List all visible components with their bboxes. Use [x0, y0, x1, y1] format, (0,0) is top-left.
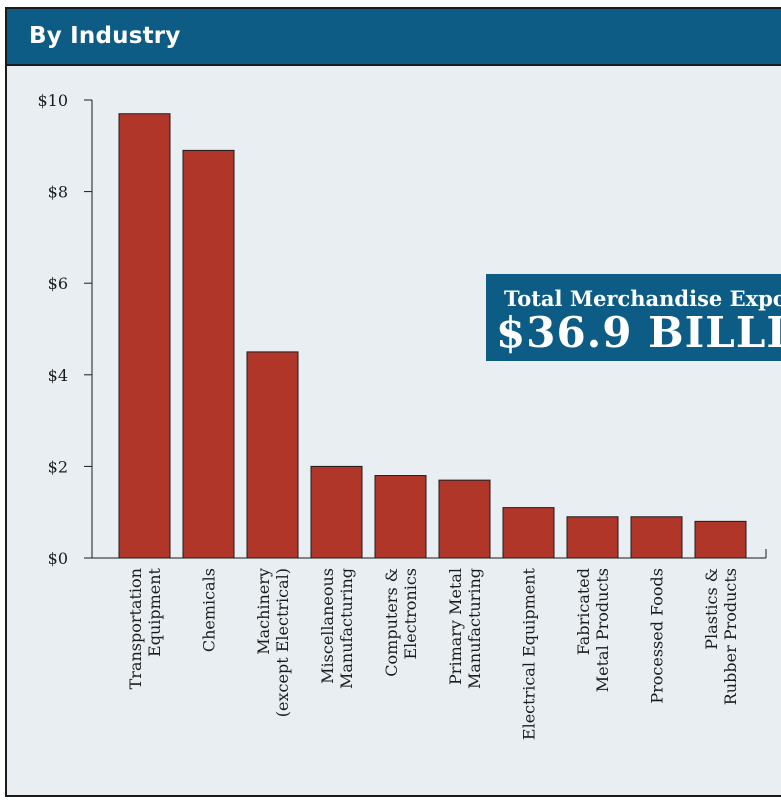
y-tick-label: $4	[48, 366, 68, 385]
y-tick-label: $6	[48, 274, 68, 293]
bar-4	[310, 465, 363, 559]
category-label-line: Electronics	[401, 568, 420, 660]
bar-1	[118, 113, 171, 559]
category-label-line: Manufacturing	[465, 568, 484, 689]
category-label-7: Electrical Equipment	[520, 567, 539, 740]
category-label-line: Rubber Products	[721, 568, 740, 705]
category-label-5: Computers & Electronics	[382, 568, 420, 677]
category-label-line: Chemicals	[200, 568, 219, 652]
panel-title: By Industry	[29, 23, 181, 49]
category-label-9: Processed Foods	[648, 568, 667, 704]
category-label-8: Fabricated Metal Products	[574, 568, 612, 692]
y-tick-label: $2	[48, 457, 68, 476]
category-label-line: Electrical Equipment	[520, 567, 539, 740]
bar-7	[502, 507, 555, 559]
y-tick-label: $10	[37, 91, 68, 110]
callout-value: $36.9 BILLION	[496, 308, 781, 357]
panel-header: By Industry	[7, 9, 781, 66]
y-tick-label: $8	[48, 183, 68, 202]
category-label-line: (except Electrical)	[273, 568, 292, 717]
bar-9	[630, 516, 683, 559]
category-label-1: Transportation Equipment	[126, 567, 164, 689]
category-label-4: Miscellaneous Manufacturing	[318, 568, 356, 689]
category-label-line: Fabricated	[574, 568, 593, 655]
category-label-line: Transportation	[126, 568, 145, 689]
category-label-10: Plastics & Rubber Products	[702, 568, 740, 705]
bar-2	[182, 149, 235, 559]
total-exports-callout: Total Merchandise Exports $36.9 BILLION	[486, 274, 781, 361]
category-label-line: Equipment	[145, 567, 164, 657]
category-label-line: Primary Metal	[446, 568, 465, 685]
category-label-3: Machinery (except Electrical)	[254, 568, 292, 717]
category-label-line: Plastics &	[702, 568, 721, 650]
category-label-line: Metal Products	[593, 568, 612, 692]
bar-6	[438, 479, 491, 559]
category-label-line: Processed Foods	[648, 568, 667, 704]
callout-label: Total Merchandise Exports	[504, 286, 781, 311]
bar-3	[246, 351, 299, 559]
bar-8	[566, 516, 619, 559]
category-label-6: Primary Metal Manufacturing	[446, 568, 484, 689]
y-tick-label: $0	[48, 549, 68, 568]
category-label-line: Machinery	[254, 568, 273, 655]
category-label-2: Chemicals	[200, 568, 219, 652]
category-label-line: Manufacturing	[337, 568, 356, 689]
category-label-line: Miscellaneous	[318, 568, 337, 684]
bar-10	[694, 520, 747, 559]
category-label-line: Computers &	[382, 568, 401, 677]
bar-5	[374, 475, 427, 559]
